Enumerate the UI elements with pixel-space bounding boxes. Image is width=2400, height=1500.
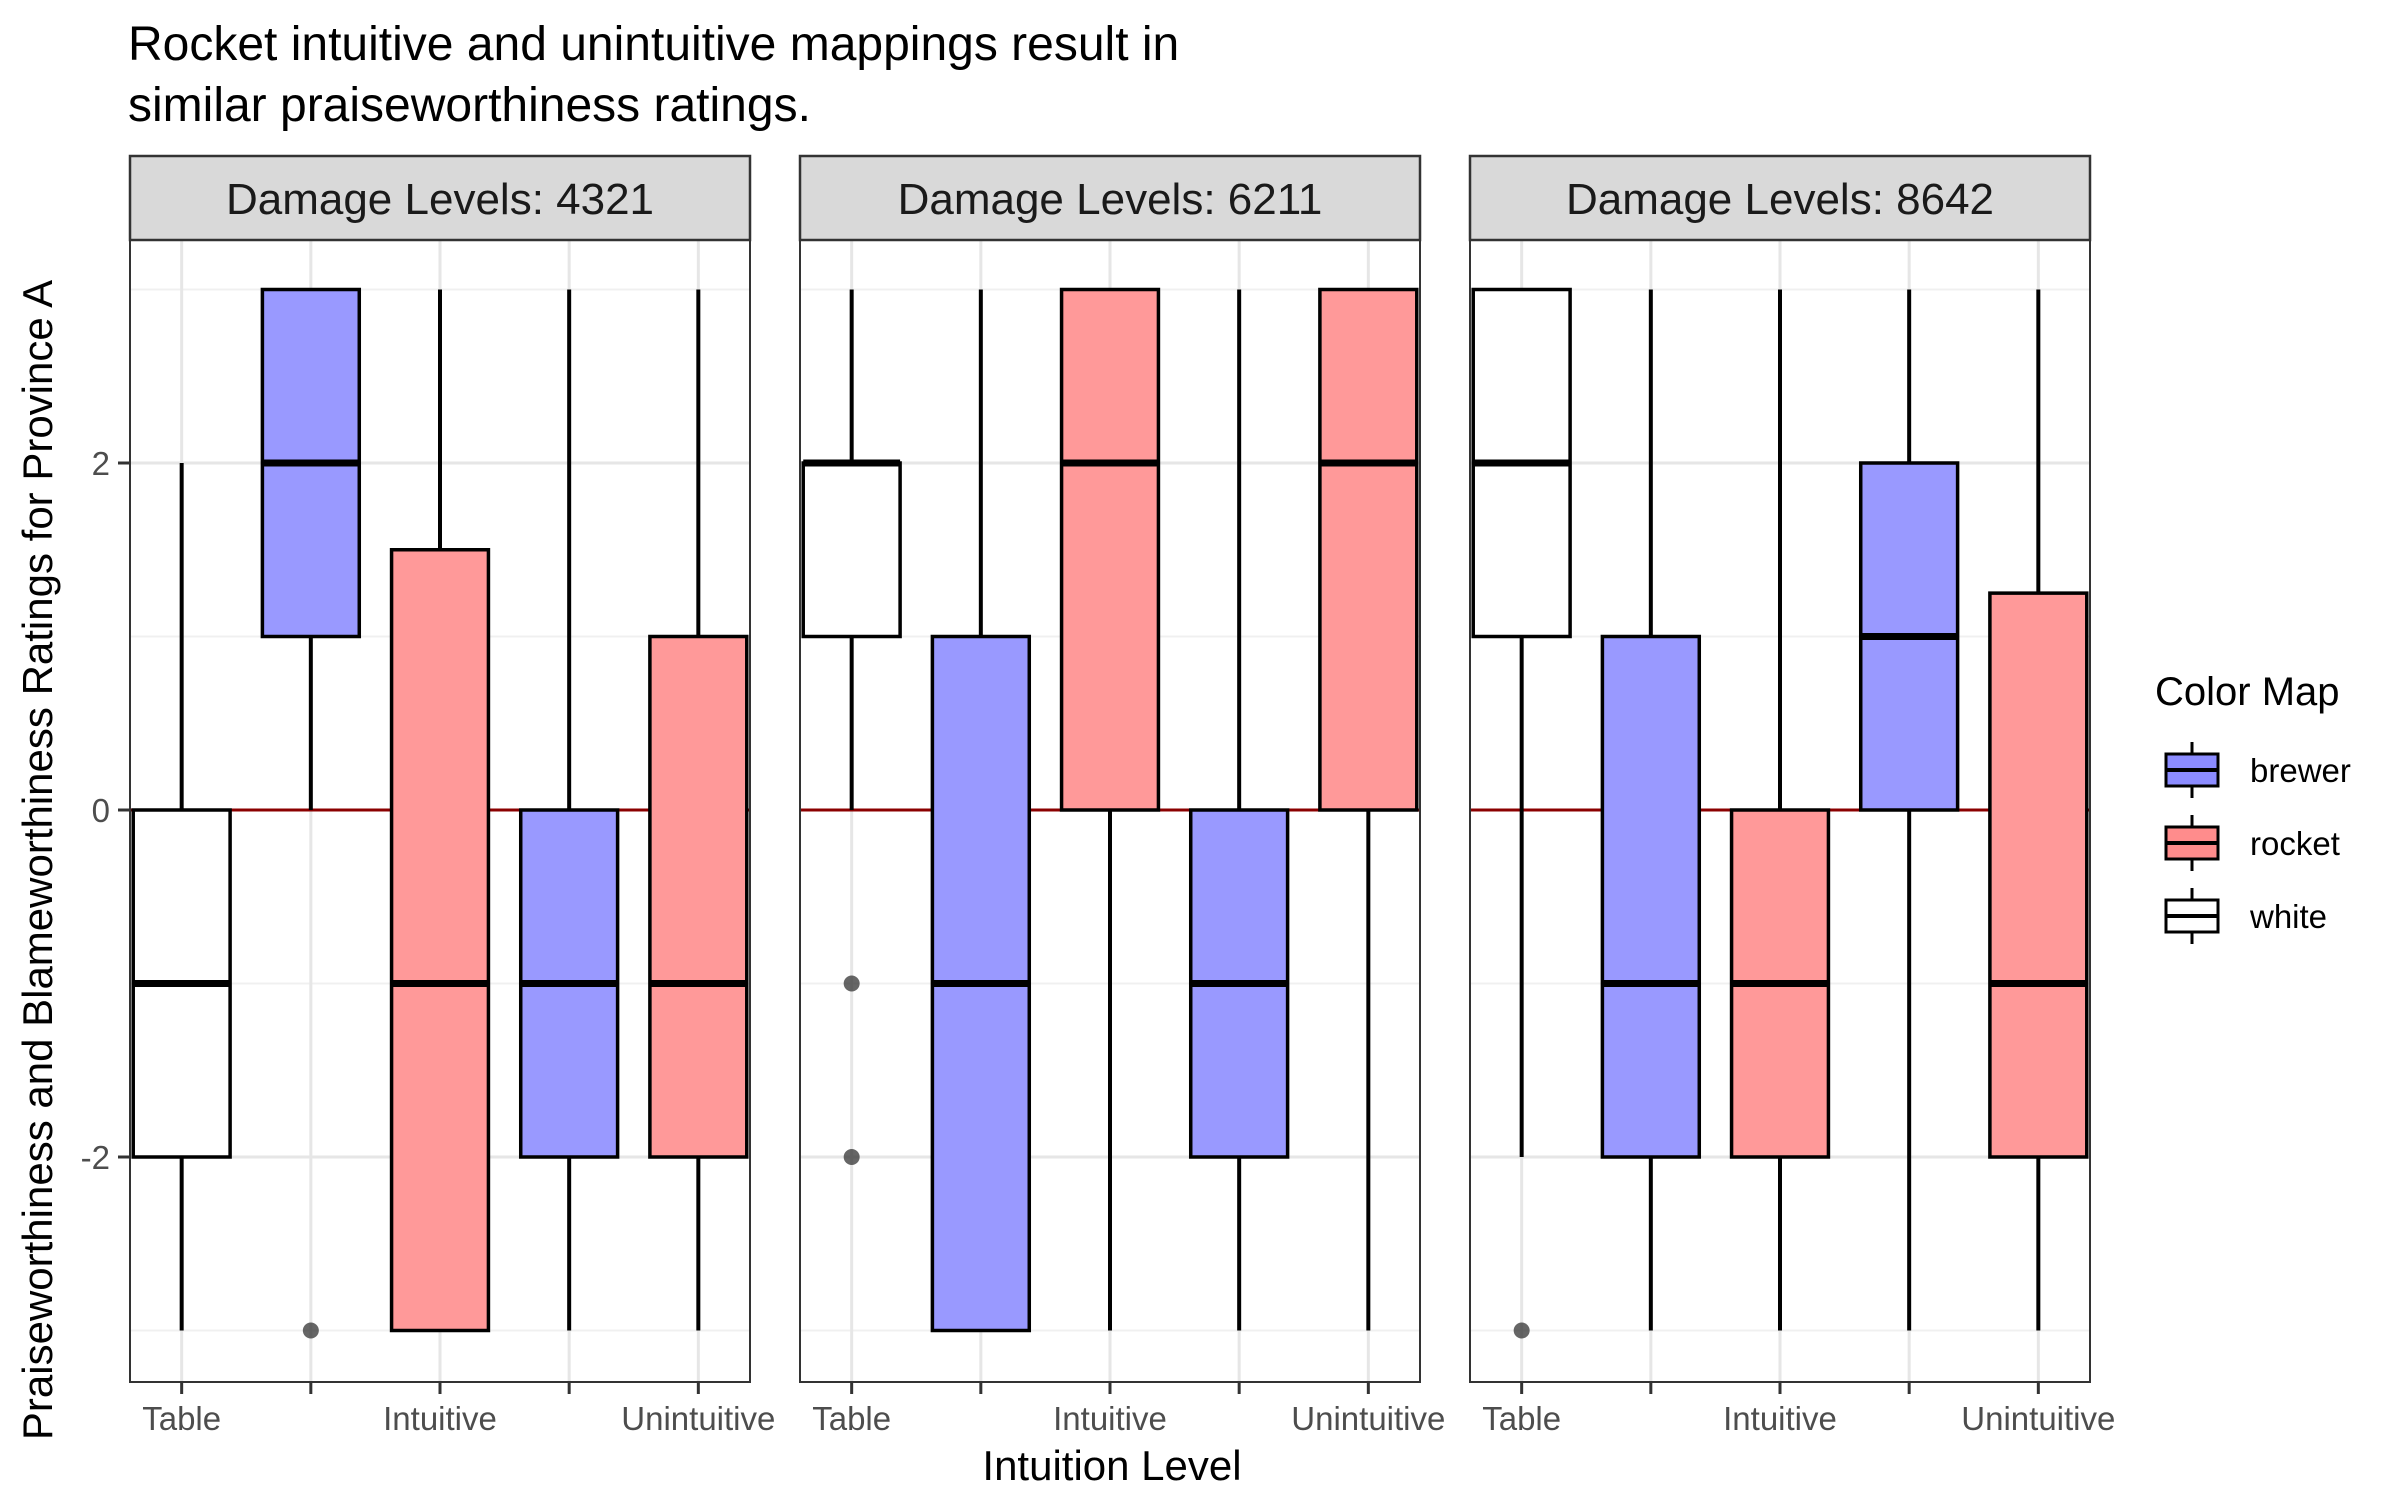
y-axis-title: Praiseworthiness and Blameworthiness Rat… <box>14 280 61 1440</box>
facet-strip-label: Damage Levels: 4321 <box>226 175 654 224</box>
facet-strip <box>1468 154 2092 242</box>
y-tick-label: -2 <box>81 1139 110 1176</box>
box-white <box>131 463 232 1331</box>
box-brewer <box>518 289 620 1331</box>
facet-strip <box>128 154 752 242</box>
chart-title-line-2: similar praiseworthiness ratings. <box>128 79 811 132</box>
x-tick-label: Intuitive <box>383 1400 497 1437</box>
box-white <box>801 289 902 1165</box>
legend-key-white <box>2164 888 2220 944</box>
x-tick-label: Unintuitive <box>1291 1400 1445 1437</box>
facet-panel: Damage Levels: 8642 Table Intuitive Unintui… <box>1468 154 2115 1437</box>
x-tick-label: Table <box>812 1400 891 1437</box>
legend-label: brewer <box>2250 752 2351 789</box>
box-rocket <box>389 289 491 1333</box>
x-tick-label: Intuitive <box>1053 1400 1167 1437</box>
box-rocket <box>1729 289 1831 1331</box>
legend: Color Map brewer rocket white <box>2155 670 2351 944</box>
box-rocket <box>1318 287 1419 1331</box>
facet-strip-label: Damage Levels: 6211 <box>898 175 1323 224</box>
box-iqr <box>1059 287 1161 812</box>
legend-key-brewer <box>2164 742 2220 798</box>
y-tick-label: 2 <box>92 445 110 482</box>
y-tick-label: 0 <box>92 792 110 829</box>
facet-strip-label: Damage Levels: 8642 <box>1566 175 1994 224</box>
y-axis: -2 0 2 <box>81 445 130 1176</box>
box-brewer <box>1600 289 1702 1331</box>
box-iqr <box>648 634 749 1159</box>
box-iqr <box>1988 591 2089 1159</box>
outlier-point <box>302 1322 319 1339</box>
box-rocket <box>648 289 749 1331</box>
box-rocket <box>1059 287 1161 1331</box>
legend-label: rocket <box>2250 825 2340 862</box>
x-axis-title: Intuition Level <box>982 1442 1241 1489</box>
box-iqr <box>1600 634 1702 1159</box>
x-tick-label: Table <box>142 1400 221 1437</box>
facet-panel: Damage Levels: 6211 Table Intuitive Unintui… <box>798 154 1445 1437</box>
x-tick-label: Unintuitive <box>621 1400 775 1437</box>
x-tick-label: Unintuitive <box>1961 1400 2115 1437</box>
facet-panels: Damage Levels: 4321 Table Intuitive Unintui… <box>128 154 2115 1437</box>
chart-title-line-1: Rocket intuitive and unintuitive mapping… <box>128 18 1179 71</box>
box-white <box>1471 287 1572 1339</box>
x-tick-label: Table <box>1482 1400 1561 1437</box>
legend-title: Color Map <box>2155 670 2340 714</box>
x-tick-label: Intuitive <box>1723 1400 1837 1437</box>
legend-key-rocket <box>2164 815 2220 871</box>
box-brewer <box>930 289 1032 1333</box>
facet-panel: Damage Levels: 4321 Table Intuitive Unintui… <box>128 154 775 1437</box>
outlier-point <box>843 1149 860 1165</box>
box-brewer <box>260 287 362 1339</box>
box-brewer <box>1188 289 1290 1331</box>
box-iqr <box>389 548 491 1333</box>
legend-label: white <box>2249 898 2327 935</box>
outlier-point <box>1513 1322 1530 1339</box>
box-iqr <box>801 461 902 639</box>
facet-strip <box>798 154 1422 242</box>
outlier-point <box>843 975 860 992</box>
box-rocket <box>1988 289 2089 1331</box>
box-iqr <box>1318 287 1419 812</box>
box-brewer <box>1858 289 1960 1331</box>
